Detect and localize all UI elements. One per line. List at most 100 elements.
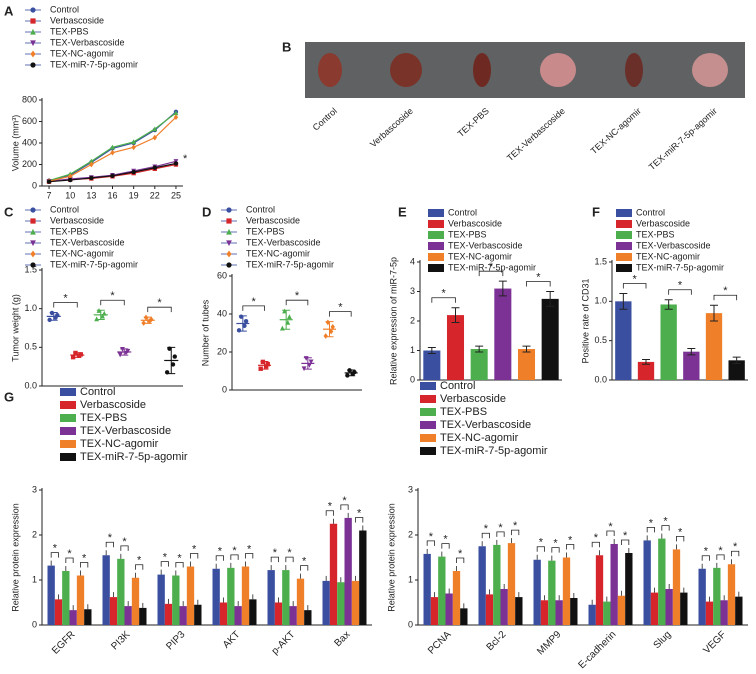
- error-bar: [303, 357, 312, 370]
- bar: [423, 350, 441, 380]
- panel-letter: G: [4, 389, 14, 404]
- significance-star: *: [458, 548, 463, 560]
- legend-label: TEX-NC-agomir: [440, 432, 519, 444]
- bar: [610, 544, 618, 625]
- error-bar: [282, 309, 291, 330]
- marker: [70, 354, 76, 360]
- marker: [110, 173, 115, 178]
- legend-swatch: [60, 453, 76, 461]
- marker: [226, 240, 232, 247]
- bar: [322, 580, 330, 625]
- marker: [46, 179, 52, 184]
- bar: [588, 604, 596, 625]
- error-bar: [664, 299, 673, 310]
- y-tick-label: 1.0: [24, 303, 37, 313]
- legend-label: TEX-Verbascoside: [50, 237, 125, 247]
- x-tick-label: EGFR: [50, 629, 77, 656]
- legend-label: TEX-miR-7-5p-agomir: [246, 259, 334, 269]
- y-tick-label: 1.0: [594, 296, 607, 306]
- y-tick-label: 0: [408, 619, 413, 629]
- y-tick-label: 0: [410, 374, 415, 384]
- panel-letter: D: [202, 204, 211, 219]
- bar: [446, 315, 465, 380]
- x-tick-label: 13: [86, 190, 96, 200]
- marker: [117, 352, 123, 358]
- legend-label: TEX-Verbascoside: [246, 237, 321, 247]
- significance-bracket: [190, 553, 199, 559]
- significance-star: *: [443, 534, 448, 546]
- significance-bracket: [511, 529, 520, 536]
- y-axis-label: Positive rate of CD31: [580, 278, 590, 363]
- bar: [727, 564, 736, 625]
- significance-star: *: [733, 541, 738, 553]
- x-tick-label: MMP9: [535, 629, 564, 658]
- tumor: [473, 53, 491, 87]
- bar: [698, 568, 706, 625]
- x-tick-label: E-cadherin: [577, 629, 619, 671]
- marker: [30, 218, 36, 224]
- significance-bracket: [270, 556, 279, 563]
- error-bar: [96, 309, 105, 320]
- significance-bracket: [496, 531, 505, 537]
- significance-bracket: [731, 550, 740, 557]
- legend-swatch: [420, 447, 436, 455]
- bar: [186, 566, 195, 625]
- marker: [286, 314, 292, 320]
- significance-star: *: [192, 543, 197, 555]
- legend-label: TEX-PBS: [448, 229, 487, 239]
- error-bar: [260, 361, 269, 370]
- legend-label: TEX-Verbascoside: [636, 240, 711, 250]
- significance-bracket: [105, 541, 114, 548]
- sample-label: TEX-PBS: [456, 106, 491, 139]
- legend-label: TEX-miR-7-5p-agomir: [636, 262, 724, 272]
- y-tick-label: 2: [32, 529, 37, 539]
- legend-label: TEX-miR-7-5p-agomir: [80, 451, 188, 463]
- bar: [720, 600, 728, 625]
- significance-bracket: [300, 565, 309, 571]
- bar: [179, 606, 187, 625]
- significance-bracket: [50, 552, 59, 558]
- x-tick-label: Bcl-2: [485, 629, 509, 653]
- bar: [131, 577, 140, 625]
- y-tick-label: 600: [22, 116, 37, 126]
- legend-swatch: [428, 220, 444, 228]
- y-axis-label: Number of tubes: [200, 299, 210, 366]
- marker: [68, 177, 73, 183]
- bar: [603, 601, 611, 625]
- significance-bracket: [536, 546, 545, 552]
- marker: [152, 126, 158, 132]
- error-bar: [143, 316, 152, 324]
- legend-swatch: [616, 253, 632, 261]
- significance-star: *: [594, 532, 599, 544]
- significance-bracket: [230, 554, 239, 560]
- marker: [120, 346, 125, 352]
- y-tick-label: 3: [408, 484, 413, 494]
- bar: [470, 349, 488, 380]
- legend-swatch: [616, 231, 632, 239]
- significance-bracket: [621, 539, 630, 545]
- bar: [69, 610, 77, 625]
- bar: [672, 549, 681, 625]
- y-tick-label: 200: [22, 159, 37, 169]
- y-tick-label: 0: [32, 180, 37, 190]
- y-axis-label: Tumor weight (g): [10, 294, 20, 362]
- marker: [30, 18, 36, 24]
- y-tick-label: 2: [408, 529, 413, 539]
- marker: [47, 317, 52, 323]
- error-bar: [49, 312, 58, 321]
- y-tick-label: 4: [410, 256, 415, 266]
- significance-bracket: [713, 294, 738, 301]
- y-tick-label: 0.5: [24, 342, 37, 352]
- legend-swatch: [420, 395, 436, 403]
- significance-bracket: [120, 545, 129, 551]
- legend-swatch: [616, 242, 632, 250]
- significance-star: *: [704, 546, 709, 558]
- bar: [102, 555, 110, 625]
- legend-swatch: [60, 388, 76, 396]
- significance-bracket: [431, 297, 456, 303]
- significance-star: *: [678, 526, 683, 538]
- significance-star: *: [553, 538, 558, 550]
- y-tick-label: 1: [32, 574, 37, 584]
- legend-label: Verbascoside: [50, 15, 104, 25]
- panel-letter: C: [4, 204, 14, 219]
